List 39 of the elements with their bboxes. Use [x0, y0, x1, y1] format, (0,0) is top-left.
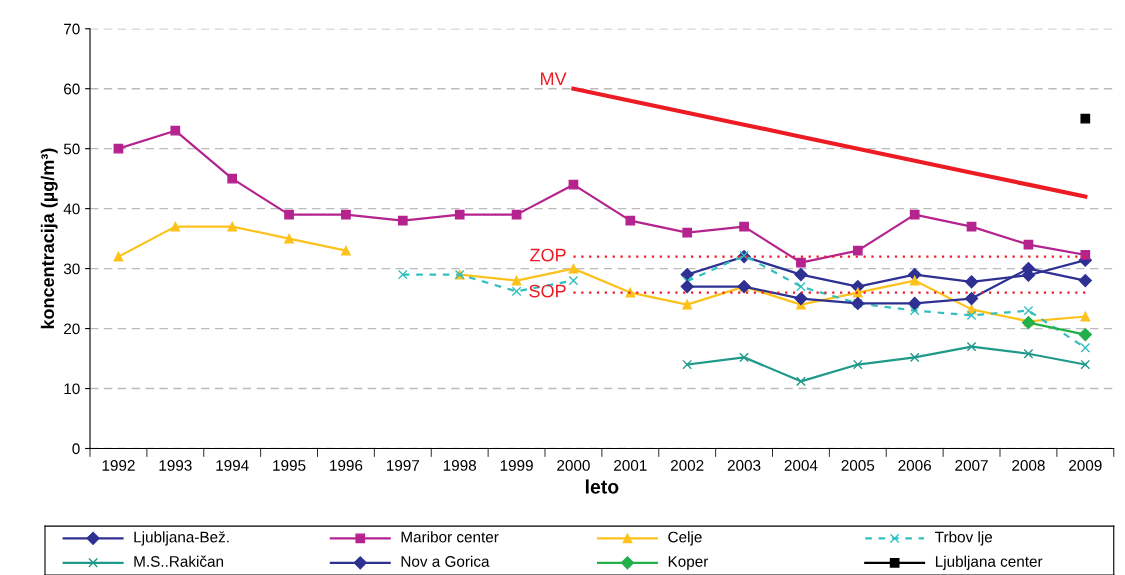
x-axis-title: leto	[585, 479, 619, 494]
x-tick-label: 2008	[1012, 460, 1045, 471]
y-tick-label: 70	[64, 23, 80, 35]
legend-label: Maribor center	[401, 531, 499, 543]
x-tick-label: 2000	[557, 460, 590, 471]
legend-label: Koper	[668, 556, 709, 570]
x-tick-label: 2005	[841, 460, 875, 471]
x-tick-label: 1996	[330, 460, 363, 471]
legend-label: Ljubljana-Bež.	[134, 531, 229, 546]
x-tick-label: 1998	[443, 460, 477, 471]
x-tick-label: 1994	[216, 460, 249, 471]
x-tick-label: 1997	[386, 460, 420, 471]
x-tick-label: 1993	[159, 460, 192, 471]
x-tick-label: 2004	[784, 460, 818, 471]
y-tick-label: 50	[63, 143, 80, 155]
x-tick-label: 1995	[273, 460, 306, 471]
legend-label: M.S..Rakičan	[134, 555, 224, 567]
series-label: ZOP	[530, 248, 566, 262]
y-tick-label: 60	[64, 83, 80, 95]
legend-label: Celje	[668, 531, 702, 546]
x-tick-label: 2009	[1069, 460, 1102, 471]
legend-label: Ljubljana center	[935, 555, 1043, 570]
series-label: SOP	[529, 284, 566, 298]
legend-label: Nov a Gorica	[401, 555, 490, 567]
x-tick-label: 1999	[500, 460, 533, 471]
x-tick-label: 1992	[102, 460, 135, 471]
series-label: MV	[541, 72, 567, 85]
y-tick-label: 30	[63, 263, 80, 275]
x-tick-label: 2001	[614, 460, 647, 471]
y-tick-label: 40	[63, 203, 80, 215]
x-tick-label: 2003	[727, 460, 761, 471]
x-tick-label: 2006	[898, 460, 932, 471]
x-tick-label: 2002	[670, 460, 704, 471]
y-axis-title: koncentracija (µg/m³)	[40, 148, 58, 329]
y-tick-label: 10	[64, 383, 80, 395]
y-tick-label: 20	[64, 323, 80, 335]
y-tick-label: 0	[72, 443, 80, 455]
x-tick-label: 2007	[955, 460, 988, 471]
legend-label: Trbov lje	[935, 531, 993, 546]
